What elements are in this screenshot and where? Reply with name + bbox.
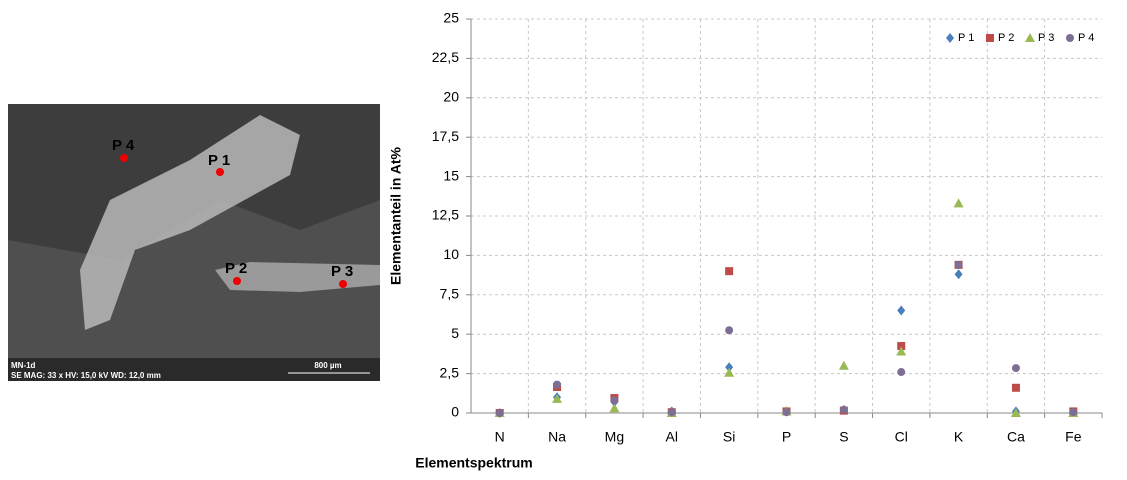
- legend-marker: [946, 33, 954, 43]
- point: [1069, 408, 1078, 417]
- y-tick-label: 10: [443, 246, 459, 262]
- x-tick-label: Si: [723, 429, 735, 445]
- point: [725, 326, 734, 335]
- point: [954, 269, 963, 280]
- point: [552, 393, 563, 403]
- x-tick-label: K: [954, 429, 964, 445]
- point-marker: [339, 280, 347, 288]
- y-tick-label: 25: [443, 10, 459, 26]
- y-axis-title: Elementanteil in At%: [388, 146, 404, 285]
- y-tick-label: 20: [443, 89, 459, 105]
- point: [838, 360, 849, 370]
- point: [724, 367, 735, 377]
- sem-image: P 4 P 1 P 2 P 3 MN-1d SE MAG: 33 x HV: 1…: [8, 104, 380, 381]
- point: [896, 346, 907, 356]
- point: [897, 305, 906, 316]
- x-tick-label: Fe: [1065, 429, 1082, 445]
- point-label: P 4: [112, 137, 135, 154]
- fiber: [80, 115, 300, 330]
- x-tick-label: N: [495, 429, 505, 445]
- x-tick-label: Ca: [1007, 429, 1025, 445]
- point-label: P 2: [225, 260, 247, 277]
- legend-label: P 2: [998, 32, 1014, 44]
- x-tick-label: Cl: [895, 429, 908, 445]
- legend-marker: [1066, 34, 1074, 42]
- y-tick-label: 12,5: [432, 207, 459, 223]
- y-tick-label: 2,5: [440, 364, 460, 380]
- scale-label: 800 µm: [314, 361, 341, 370]
- point: [1011, 364, 1020, 373]
- sample-label: MN-1d: [11, 361, 36, 370]
- point-label: P 3: [331, 263, 353, 280]
- point: [897, 368, 906, 377]
- y-tick-label: 17,5: [432, 128, 459, 144]
- image-info: SE MAG: 33 x HV: 15,0 kV WD: 12,0 mm: [11, 371, 161, 380]
- caption-bar: [8, 358, 380, 381]
- fiber-2: [215, 262, 380, 292]
- y-tick-label: 7,5: [440, 286, 460, 302]
- point-marker: [233, 277, 241, 285]
- point: [609, 403, 620, 413]
- x-tick-label: P: [782, 429, 791, 445]
- y-tick-label: 0: [451, 404, 459, 420]
- y-tick-label: 22,5: [432, 49, 459, 65]
- point: [610, 396, 619, 405]
- point-label: P 1: [208, 152, 230, 169]
- point: [1011, 383, 1020, 392]
- point: [897, 342, 906, 351]
- point-marker: [120, 154, 128, 162]
- x-axis-title: Elementspektrum: [415, 455, 532, 471]
- legend-label: P 1: [958, 32, 974, 44]
- x-tick-label: Na: [548, 429, 566, 445]
- legend-marker: [1025, 33, 1035, 42]
- point: [954, 260, 963, 269]
- point: [553, 380, 562, 389]
- point: [725, 267, 734, 276]
- point: [782, 408, 791, 417]
- x-tick-label: Al: [666, 429, 678, 445]
- legend-label: P 3: [1038, 32, 1054, 44]
- point: [495, 409, 504, 417]
- point-marker: [216, 168, 224, 176]
- x-tick-label: S: [839, 429, 848, 445]
- legend-marker: [986, 34, 994, 42]
- legend-label: P 4: [1078, 32, 1094, 44]
- point: [839, 405, 848, 414]
- y-tick-label: 5: [451, 325, 459, 341]
- point: [1010, 408, 1021, 417]
- point: [953, 198, 964, 208]
- point: [667, 408, 676, 417]
- x-tick-label: Mg: [605, 429, 624, 445]
- point: [725, 362, 734, 373]
- y-tick-label: 15: [443, 167, 459, 183]
